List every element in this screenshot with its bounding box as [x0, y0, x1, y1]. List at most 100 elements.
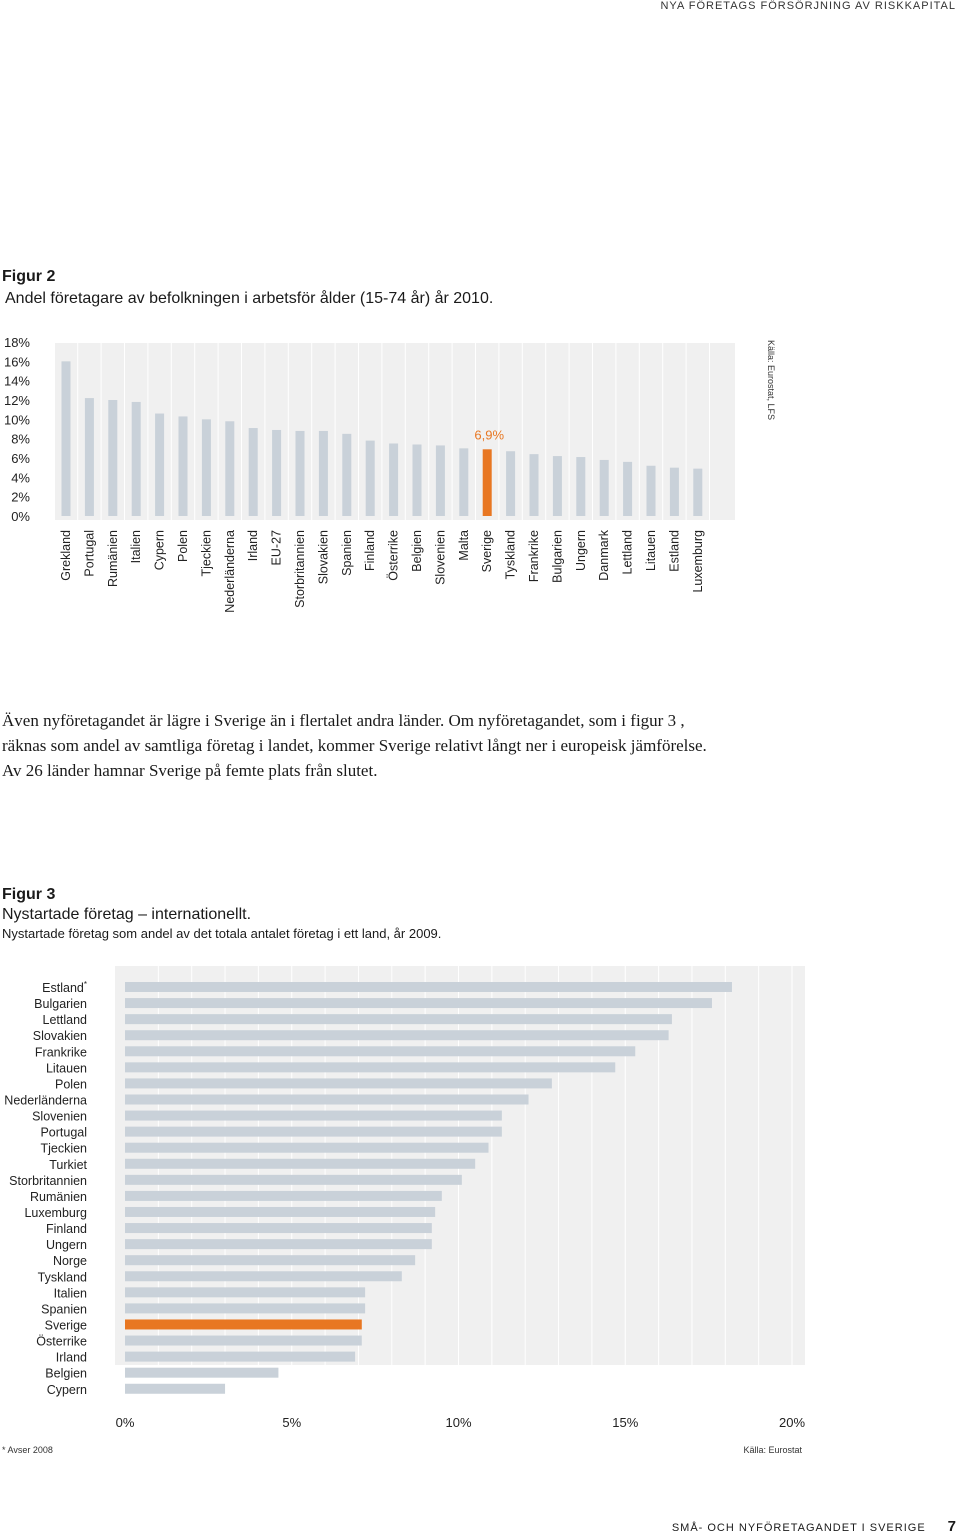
figure2-category-label: Estland [667, 530, 681, 572]
figure2-category-label: EU-27 [270, 530, 284, 565]
figure2-bar-luxemburg [693, 468, 703, 516]
figure3-category-label: Frankrike [35, 1045, 87, 1059]
figure2-ytick-label: 2% [11, 490, 30, 505]
figure2-source: Källa: Eurostat, LFS [766, 340, 776, 420]
figure3-footnote: * Avser 2008 [2, 1445, 53, 1455]
figure3-category-label: Slovenien [32, 1110, 87, 1124]
figure2-category-label: Frankrike [527, 530, 541, 582]
figure3-category-label: Spanien [41, 1302, 87, 1316]
figure2-category-label: Spanien [340, 530, 354, 576]
figure2-chart: 0% 2% 4% 6% 8% 10% 12% 14% 16% 18% Grekland Portug… [4, 335, 776, 613]
figure3-category-label: Tyskland [38, 1270, 87, 1284]
figure3-bar-litauen [125, 1062, 616, 1073]
figure3-category-label: Nederländerna [4, 1093, 87, 1107]
figure3-bar-bulgarien [125, 998, 712, 1009]
figure2-category-label: Rumänien [106, 530, 120, 587]
figure3-bar-österrike [125, 1335, 362, 1346]
figure2-category-label: Storbritannien [293, 530, 307, 608]
figure3-bar-irland [125, 1351, 356, 1362]
page-number: 7 [947, 1518, 956, 1535]
figure2-bar-malta [459, 448, 469, 516]
figure2-bar-irland [248, 428, 258, 516]
figure3-category-label: Österrike [36, 1335, 87, 1349]
figure3-bar-tyskland [125, 1271, 402, 1282]
figure3-bar-rumänien [125, 1190, 442, 1201]
figure3-category-label: Storbritannien [9, 1174, 87, 1188]
figure2-bar-italien [131, 401, 141, 516]
figure2-bar-ungern [576, 457, 586, 516]
figure3-category-label: Italien [54, 1286, 87, 1300]
figure2-bar-danmark [599, 459, 609, 516]
figure3-category-label: Norge [53, 1254, 87, 1268]
figure3-category-label: Turkiet [49, 1158, 87, 1172]
figure3-bar-nederländerna [125, 1094, 529, 1105]
figure3-bar-sverige [125, 1319, 362, 1330]
figure2-bar-grekland [61, 361, 71, 516]
figure3-source: Källa: Eurostat [743, 1445, 802, 1455]
figure2-ytick-label: 6% [11, 451, 30, 466]
figure2-highlight-label: 6,9% [474, 427, 504, 442]
figure2-bar-österrike [389, 443, 399, 516]
figure2-title: Andel företagare av befolkningen i arbet… [5, 290, 494, 307]
figure3-bar-italien [125, 1287, 366, 1298]
figure3-bar-storbritannien [125, 1174, 462, 1185]
figure2-category-label: Nederländerna [223, 530, 237, 613]
figure2-bar-sverige [482, 449, 492, 516]
figure3-bar-ungern [125, 1239, 432, 1250]
figure2-bar-lettland [623, 461, 633, 516]
figure2-ytick-label: 16% [4, 354, 30, 369]
running-footer: SMÅ- OCH NYFÖRETAGANDET I SVERIGE 7 [672, 1518, 956, 1535]
figure2-category-label: Polen [176, 530, 190, 562]
figure2-bar-nederländerna [225, 421, 235, 516]
figure3-category-label: Rumänien [30, 1190, 87, 1204]
figure3-bar-portugal [125, 1126, 502, 1137]
figure2-category-label: Grekland [59, 530, 73, 581]
figure2-category-label: Irland [246, 530, 260, 561]
figure3-category-label: Estland* [42, 980, 87, 995]
figure3-category-label: Bulgarien [34, 997, 87, 1011]
figure3-category-label: Lettland [43, 1013, 88, 1027]
figure3-xtick-label: 20% [779, 1415, 805, 1430]
figure2-category-label: Lettland [621, 530, 635, 575]
figure2-bar-estland [669, 467, 679, 516]
figure2-bar-slovenien [435, 445, 445, 516]
figure3-bar-turkiet [125, 1158, 476, 1169]
figure2-category-label: Österrike [387, 530, 401, 581]
figure2-bar-bulgarien [552, 456, 562, 516]
figure3-subtitle: Nystartade företag som andel av det tota… [2, 926, 442, 941]
figure3-bar-norge [125, 1255, 416, 1266]
figure2-bar-slovakien [318, 430, 328, 516]
figure2-bar-tyskland [506, 451, 516, 516]
figure3-bar-luxemburg [125, 1206, 436, 1217]
figure3-bar-lettland [125, 1014, 672, 1025]
figure2-category-label: Tjeckien [199, 530, 213, 577]
figure3-category-label: Luxemburg [24, 1206, 87, 1220]
figure3-category-label: Litauen [46, 1061, 87, 1075]
figure2-bar-belgien [412, 444, 422, 516]
figure2-ytick-label: 18% [4, 335, 30, 350]
figure2-ytick-label: 10% [4, 412, 30, 427]
figure3-bar-belgien [125, 1367, 279, 1378]
figure2-category-label: Litauen [644, 530, 658, 571]
figure2-category-label: Slovenien [433, 530, 447, 585]
figure3-category-label: Sverige [45, 1318, 87, 1332]
figure3-title: Nystartade företag – internationellt. [2, 906, 252, 923]
figure2-category-label: Malta [457, 530, 471, 561]
figure3-label: Figur 3 [2, 886, 56, 903]
figure3-category-label: Finland [46, 1222, 87, 1236]
figure2-label: Figur 2 [2, 268, 56, 285]
figure3-bar-frankrike [125, 1046, 636, 1057]
figure3-category-label: Cypern [47, 1383, 87, 1397]
figure2-bar-litauen [646, 465, 656, 516]
figure2-bar-spanien [342, 433, 352, 516]
figure2-bar-eu-27 [272, 429, 282, 516]
figure3-bar-tjeckien [125, 1142, 489, 1153]
running-header: NYA FÖRETAGS FÖRSÖRJNING AV RISKKAPITAL [660, 0, 956, 12]
figure3-category-label: Portugal [40, 1126, 87, 1140]
figure2-category-label: Sverige [480, 530, 494, 572]
figure2-bar-portugal [84, 398, 94, 516]
figure3-bar-slovakien [125, 1030, 669, 1041]
figure2-ytick-label: 14% [4, 374, 30, 389]
figure3-category-label: Irland [56, 1351, 87, 1365]
figure2-category-label: Cypern [153, 530, 167, 570]
